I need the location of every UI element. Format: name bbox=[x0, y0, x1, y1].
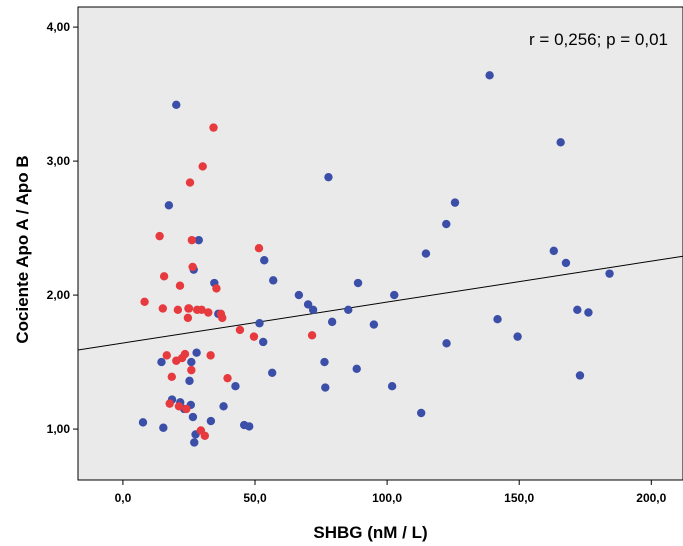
blue-data-point bbox=[450, 198, 460, 207]
blue-data-point bbox=[387, 382, 397, 391]
blue-data-point bbox=[231, 382, 240, 391]
blue-data-point bbox=[556, 138, 565, 147]
red-data-point bbox=[140, 297, 149, 306]
blue-data-point bbox=[172, 100, 181, 110]
red-data-point bbox=[212, 284, 221, 293]
red-data-point bbox=[204, 308, 213, 317]
blue-data-point bbox=[159, 423, 168, 432]
red-data-point bbox=[188, 262, 197, 272]
blue-data-point bbox=[485, 71, 494, 80]
red-data-point bbox=[184, 304, 194, 313]
red-data-point bbox=[167, 372, 176, 382]
blue-data-point bbox=[573, 305, 582, 315]
red-data-point bbox=[209, 123, 218, 132]
red-data-point bbox=[162, 351, 171, 360]
x-tick-label: 200,0 bbox=[636, 491, 666, 505]
blue-data-point bbox=[269, 276, 278, 285]
blue-data-point bbox=[255, 319, 264, 328]
blue-data-point bbox=[294, 290, 304, 300]
red-data-point bbox=[187, 365, 196, 375]
y-tick-label: 1,00 bbox=[47, 422, 71, 436]
blue-data-point bbox=[584, 308, 593, 317]
red-data-point bbox=[206, 351, 215, 360]
blue-data-point bbox=[320, 357, 329, 367]
blue-data-point bbox=[575, 371, 585, 380]
blue-data-point bbox=[164, 201, 174, 210]
x-tick-label: 50,0 bbox=[243, 491, 267, 505]
red-data-point bbox=[183, 313, 193, 323]
red-data-point bbox=[307, 331, 317, 340]
blue-data-point bbox=[369, 320, 379, 329]
red-data-point bbox=[159, 272, 169, 281]
x-tick-label: 0,0 bbox=[115, 491, 132, 505]
blue-data-point bbox=[194, 235, 203, 245]
blue-data-point bbox=[258, 337, 268, 347]
blue-data-point bbox=[187, 357, 196, 367]
plot-area bbox=[77, 6, 683, 481]
red-data-point bbox=[165, 399, 174, 408]
blue-data-point bbox=[513, 332, 522, 341]
red-data-point bbox=[155, 231, 164, 241]
red-data-point bbox=[180, 349, 190, 359]
blue-data-point bbox=[192, 348, 201, 357]
blue-data-point bbox=[390, 290, 399, 300]
red-data-point bbox=[158, 304, 168, 313]
blue-data-point bbox=[244, 422, 254, 431]
blue-data-point bbox=[157, 357, 166, 367]
blue-data-point bbox=[185, 376, 194, 386]
red-data-point bbox=[175, 281, 185, 290]
blue-data-point bbox=[327, 317, 337, 327]
blue-data-point bbox=[321, 383, 330, 392]
red-data-point bbox=[197, 305, 206, 315]
x-axis-title: SHBG (nM / L) bbox=[313, 523, 427, 542]
blue-data-point bbox=[421, 249, 431, 258]
blue-data-point bbox=[605, 269, 614, 278]
red-data-point bbox=[174, 402, 184, 411]
x-tick-label: 150,0 bbox=[504, 491, 534, 505]
blue-data-point bbox=[190, 438, 199, 447]
red-data-point bbox=[254, 243, 264, 253]
correlation-annotation: r = 0,256; p = 0,01 bbox=[529, 30, 668, 49]
blue-data-point bbox=[324, 172, 333, 182]
y-tick-label: 4,00 bbox=[47, 20, 71, 34]
blue-data-point bbox=[353, 278, 363, 288]
blue-data-point bbox=[308, 305, 318, 315]
blue-data-point bbox=[303, 300, 313, 309]
red-data-point bbox=[185, 178, 195, 187]
blue-data-point bbox=[206, 416, 216, 426]
blue-data-point bbox=[549, 246, 559, 256]
red-data-point bbox=[223, 373, 232, 383]
x-tick-label: 100,0 bbox=[372, 491, 402, 505]
red-data-point bbox=[200, 431, 210, 440]
y-tick-label: 2,00 bbox=[47, 288, 71, 302]
regression-line bbox=[77, 255, 683, 351]
red-data-point bbox=[235, 325, 245, 335]
blue-data-point bbox=[219, 402, 228, 411]
blue-data-point bbox=[267, 368, 277, 378]
red-data-point bbox=[187, 235, 197, 245]
y-tick-label: 3,00 bbox=[47, 154, 71, 168]
blue-data-point bbox=[188, 412, 198, 422]
blue-data-point bbox=[344, 305, 353, 315]
red-data-point bbox=[249, 332, 259, 341]
red-data-point bbox=[198, 162, 207, 171]
blue-data-point bbox=[442, 219, 451, 229]
red-data-point bbox=[182, 404, 191, 414]
blue-data-point bbox=[416, 408, 426, 418]
blue-data-point bbox=[138, 418, 148, 427]
data-points bbox=[138, 71, 614, 447]
blue-data-point bbox=[561, 258, 571, 268]
blue-data-point bbox=[352, 364, 361, 373]
y-axis-title: Cociente Apo A / Apo B bbox=[13, 155, 32, 343]
blue-data-point bbox=[493, 315, 502, 324]
blue-data-point bbox=[260, 256, 269, 265]
axis-ticks: 0,0 50,0 100,0 150,0 200,0 1,00 2,00 3,00 4,00 bbox=[47, 20, 667, 505]
red-data-point bbox=[218, 313, 227, 323]
blue-data-point bbox=[442, 339, 451, 348]
red-data-point bbox=[173, 305, 183, 315]
